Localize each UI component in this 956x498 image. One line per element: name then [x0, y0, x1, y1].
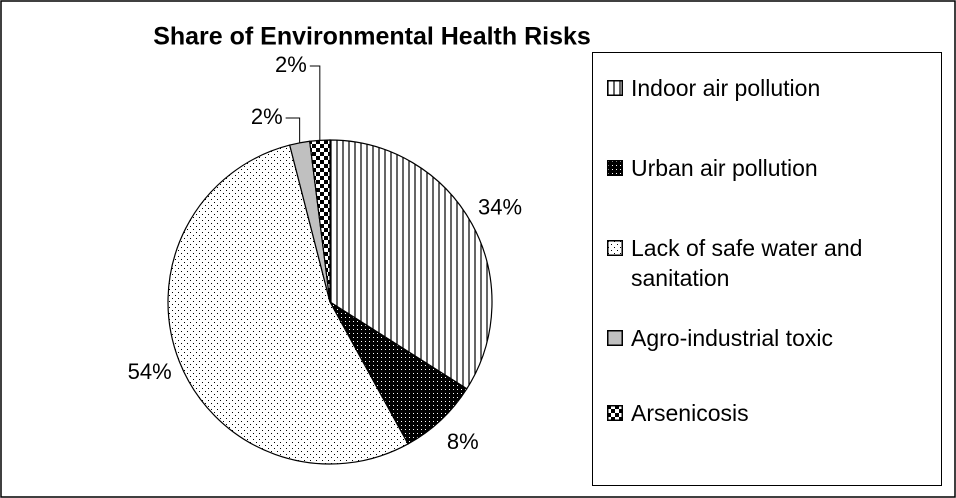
legend-label: Arsenicosis [631, 400, 749, 426]
legend-swatch-box [607, 405, 623, 421]
pie-slice [329, 139, 493, 390]
legend-item: Arsenicosis [607, 398, 937, 428]
legend-swatch-box [607, 240, 623, 256]
legend-swatch-box [607, 330, 623, 346]
legend-swatch [607, 240, 623, 256]
legend-swatch [607, 405, 623, 421]
legend-item: Urban air pollution [607, 153, 937, 183]
legend-item: Agro-industrial toxic [607, 323, 937, 353]
chart-title: Share of Environmental Health Risks [153, 23, 591, 51]
legend-swatch-box [607, 80, 623, 96]
leader-line [309, 65, 321, 141]
leader-line [285, 117, 301, 143]
legend-label: Indoor air pollution [631, 75, 821, 101]
legend-label: Agro-industrial toxic [631, 325, 833, 351]
legend-label: Lack of safe water and sanitation [631, 235, 863, 291]
legend-item: Indoor air pollution [607, 73, 937, 103]
data-label: 34% [478, 194, 522, 219]
legend-label: Urban air pollution [631, 155, 818, 181]
legend-swatch-box [607, 160, 623, 176]
data-label: 2% [251, 104, 283, 129]
data-label: 54% [128, 359, 172, 384]
legend-swatch [607, 330, 623, 346]
legend-item: Lack of safe water and sanitation [607, 233, 937, 293]
legend-swatch [607, 160, 623, 176]
data-label: 2% [275, 52, 307, 77]
pie-slice [167, 144, 409, 465]
legend: Indoor air pollution Urban air pollution L… [592, 52, 942, 486]
legend-swatch [607, 80, 623, 96]
data-label: 8% [447, 429, 479, 454]
